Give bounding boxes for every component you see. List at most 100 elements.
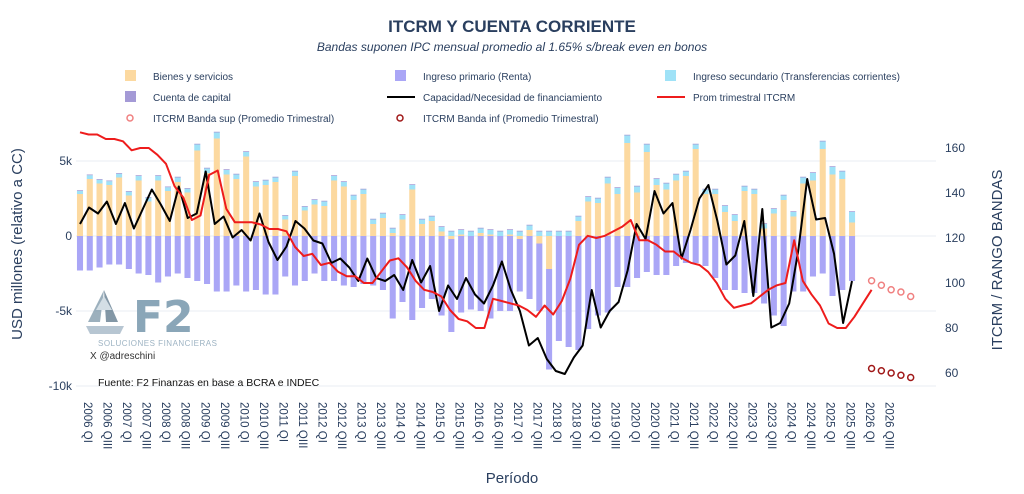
bar-bienes-y-servicios bbox=[780, 200, 787, 236]
bar-ingreso-primario bbox=[780, 236, 787, 326]
bar-ingreso-secundario bbox=[399, 215, 406, 220]
bar-ingreso-primario bbox=[546, 269, 553, 370]
x-tick-label: 2014 QIII bbox=[413, 402, 425, 449]
bar-bienes-y-servicios bbox=[839, 179, 846, 236]
bar-ingreso-secundario bbox=[331, 176, 338, 181]
bar-ingreso-primario bbox=[751, 236, 758, 293]
bar-bienes-y-servicios bbox=[741, 191, 748, 236]
bar-ingreso-secundario bbox=[809, 173, 816, 181]
bar-ingreso-secundario bbox=[594, 198, 601, 203]
bar-bienes-y-servicios bbox=[702, 194, 709, 236]
marker-banda-inf bbox=[906, 373, 915, 382]
bar-ingreso-secundario bbox=[135, 176, 142, 181]
bar-ingreso-primario bbox=[839, 236, 846, 290]
legend-marker bbox=[396, 114, 404, 122]
bar-ingreso-secundario bbox=[536, 231, 543, 236]
bar-ingreso-secundario bbox=[106, 181, 113, 185]
bar-ingreso-secundario bbox=[585, 197, 592, 202]
bar-ingreso-secundario bbox=[448, 231, 455, 236]
bar-ingreso-secundario bbox=[311, 200, 318, 205]
bar-ingreso-primario bbox=[643, 236, 650, 272]
bar-ingreso-secundario bbox=[204, 168, 211, 173]
bar-ingreso-secundario bbox=[721, 206, 729, 212]
bar-cuenta-de-capital bbox=[438, 226, 445, 227]
bar-bienes-y-servicios bbox=[282, 219, 289, 236]
bar-bienes-y-servicios bbox=[604, 183, 611, 236]
bar-ingreso-secundario bbox=[741, 186, 748, 191]
bar-cuenta-de-capital bbox=[546, 230, 553, 232]
bar-cuenta-de-capital bbox=[536, 230, 543, 232]
marker-banda-inf bbox=[887, 369, 895, 377]
bar-bienes-y-servicios bbox=[389, 233, 396, 236]
bar-cuenta-de-capital bbox=[399, 214, 406, 215]
bar-ingreso-secundario bbox=[682, 171, 689, 176]
bar-cuenta-de-capital bbox=[194, 143, 201, 145]
bar-cuenta-de-capital bbox=[458, 229, 465, 230]
bar-bienes-y-servicios bbox=[399, 219, 406, 236]
x-tick-label: 2015 QIII bbox=[452, 402, 464, 449]
bar-ingreso-secundario bbox=[702, 189, 709, 194]
bar-cuenta-de-capital bbox=[428, 215, 435, 217]
bar-cuenta-de-capital bbox=[585, 196, 592, 197]
bar-cuenta-de-capital bbox=[849, 211, 856, 212]
bar-bienes-y-servicios bbox=[731, 221, 738, 236]
marker-banda-inf bbox=[867, 364, 876, 373]
bar-bienes-y-servicios bbox=[575, 221, 582, 236]
x-tick-label: 2008 QI bbox=[159, 402, 171, 443]
bar-ingreso-primario bbox=[428, 236, 435, 299]
bar-ingreso-secundario bbox=[291, 171, 299, 176]
bar-ingreso-primario bbox=[233, 236, 240, 286]
x-tick-label: 2007 QIII bbox=[140, 402, 152, 449]
bar-cuenta-de-capital bbox=[780, 194, 787, 196]
bar-ingreso-primario bbox=[223, 236, 230, 292]
bar-bienes-y-servicios bbox=[340, 186, 347, 236]
bar-bienes-y-servicios bbox=[634, 192, 641, 236]
x-tick-label: 2016 QI bbox=[472, 402, 484, 443]
y-right-tick-label: 100 bbox=[945, 276, 965, 290]
x-tick-label: 2013 QIII bbox=[374, 402, 386, 449]
bar-bienes-y-servicios bbox=[428, 221, 435, 236]
legend-marker bbox=[126, 114, 134, 122]
bar-cuenta-de-capital bbox=[467, 230, 474, 232]
bar-bienes-y-servicios bbox=[692, 149, 699, 236]
bar-ingreso-secundario bbox=[86, 175, 93, 179]
bar-bienes-y-servicios bbox=[458, 234, 465, 236]
logo-watermark: F2 SOLUCIONES FINANCIERAS X @adreschini bbox=[86, 290, 217, 362]
bar-ingreso-secundario bbox=[194, 144, 201, 151]
x-axis-title: Período bbox=[486, 470, 539, 487]
bar-ingreso-secundario bbox=[223, 170, 230, 175]
bar-bienes-y-servicios bbox=[448, 236, 455, 239]
bar-ingreso-primario bbox=[721, 236, 729, 290]
bar-ingreso-secundario bbox=[477, 228, 484, 233]
legend-swatch bbox=[125, 70, 136, 81]
bar-bienes-y-servicios bbox=[243, 156, 250, 236]
bar-bienes-y-servicios bbox=[331, 180, 338, 236]
bar-bienes-y-servicios bbox=[506, 234, 514, 236]
bar-ingreso-primario bbox=[800, 236, 807, 292]
bar-ingreso-secundario bbox=[458, 230, 465, 235]
bar-cuenta-de-capital bbox=[829, 166, 836, 167]
bar-bienes-y-servicios bbox=[614, 194, 621, 236]
bar-ingreso-secundario bbox=[604, 177, 611, 184]
bar-bienes-y-servicios bbox=[770, 213, 777, 236]
bar-bienes-y-servicios bbox=[721, 212, 729, 236]
bar-ingreso-secundario bbox=[516, 231, 523, 236]
marker-banda-inf bbox=[877, 367, 886, 375]
bar-cuenta-de-capital bbox=[291, 170, 299, 172]
logo-mark-icon bbox=[86, 290, 124, 334]
x-tick-label: 2010 QIII bbox=[257, 402, 269, 449]
bar-cuenta-de-capital bbox=[555, 230, 562, 232]
y-left-tick-label: 5k bbox=[59, 154, 73, 168]
bar-bienes-y-servicios bbox=[624, 143, 631, 236]
bar-ingreso-primario bbox=[536, 243, 543, 311]
bar-ingreso-primario bbox=[673, 236, 680, 266]
bar-ingreso-secundario bbox=[692, 144, 699, 149]
bar-cuenta-de-capital bbox=[243, 151, 250, 152]
bar-ingreso-primario bbox=[331, 236, 338, 281]
bar-bienes-y-servicios bbox=[643, 152, 650, 236]
legend-label: ITCRM Banda inf (Promedio Trimestral) bbox=[423, 114, 599, 125]
bar-ingreso-primario bbox=[116, 236, 123, 265]
bar-bienes-y-servicios bbox=[106, 185, 113, 236]
bar-ingreso-primario bbox=[350, 236, 357, 287]
bar-ingreso-secundario bbox=[614, 188, 621, 194]
